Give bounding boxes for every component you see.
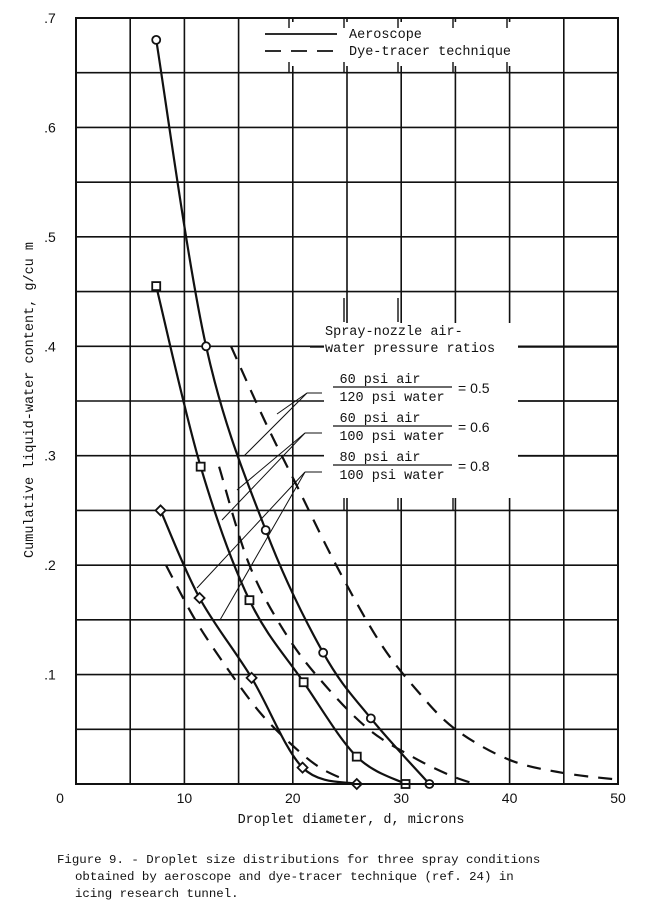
ratio-value: = 0.5 <box>458 380 490 396</box>
square-marker <box>244 595 255 606</box>
ratio-value: = 0.8 <box>458 458 490 474</box>
ratio-value: = 0.6 <box>458 419 490 435</box>
annotation-heading-line-2: water pressure ratios <box>325 342 495 357</box>
ratio-denominator: 120 psi water <box>339 391 444 406</box>
diamond-marker <box>154 504 167 517</box>
leader-lines <box>196 392 322 621</box>
square-marker <box>351 751 362 762</box>
caption-line-3: icing research tunnel. <box>75 887 239 901</box>
x-tick-label: 30 <box>393 790 409 806</box>
y-tick-label: .5 <box>44 229 56 245</box>
diamond-marker <box>245 671 258 685</box>
annotation-mask-rect <box>324 323 518 498</box>
legend-label: Aeroscope <box>349 28 422 43</box>
series-curve-5 <box>218 466 476 786</box>
legend: Aeroscope Dye-tracer technique <box>265 28 511 60</box>
y-tick-label: .7 <box>44 10 56 26</box>
series-curve-3 <box>159 509 358 786</box>
y-tick-label: .3 <box>44 448 56 464</box>
y-tick-label: .1 <box>44 667 56 683</box>
square-marker <box>298 677 309 688</box>
y-tick-label: .6 <box>44 119 56 135</box>
series-curve-6 <box>165 564 348 782</box>
circle-marker <box>151 34 162 45</box>
circle-marker <box>260 525 271 536</box>
caption-line-2: obtained by aeroscope and dye-tracer tec… <box>75 870 514 884</box>
caption-line-1: Figure 9. - Droplet size distributions f… <box>57 853 541 867</box>
ratio-numerator: 60 psi air <box>339 412 420 427</box>
circle-marker <box>318 647 329 658</box>
x-tick-label: 50 <box>610 790 626 806</box>
leader-line-3 <box>196 471 306 589</box>
figure-caption: Figure 9. - Droplet size distributions f… <box>57 852 656 903</box>
annotation-mask <box>262 18 618 510</box>
ratio-numerator: 60 psi air <box>339 373 420 388</box>
x-tick-label: 0 <box>56 790 64 806</box>
leader-line-2 <box>221 432 306 521</box>
legend-mask <box>262 22 558 66</box>
ratio-denominator: 100 psi water <box>339 430 444 445</box>
square-marker <box>151 281 162 292</box>
ratio-denominator: 100 psi water <box>339 469 444 484</box>
x-tick-label: 40 <box>502 790 518 806</box>
y-tick-label: .2 <box>44 557 56 573</box>
diamond-marker <box>296 761 309 774</box>
plot-frame <box>75 17 619 785</box>
circle-marker <box>365 713 376 724</box>
diamond-marker <box>193 591 206 605</box>
x-axis-label: Droplet diameter, d, microns <box>238 813 465 828</box>
axes: 0 10 20 30 40 50 .1 .2 .3 .4 .5 .6 .7 <box>44 10 626 806</box>
y-tick-label: .4 <box>44 338 56 354</box>
leader-line-3 <box>219 471 306 621</box>
leader-line-1 <box>243 392 308 457</box>
leader-line-1 <box>276 392 308 415</box>
x-tick-label: 10 <box>177 790 193 806</box>
series-curve-4 <box>230 345 619 781</box>
pressure-ratio-annotation: Spray-nozzle air-water pressure ratios 60… <box>325 325 495 484</box>
y-axis-label: Cumulative liquid-water content, g/cu m <box>23 242 38 558</box>
circle-marker <box>201 341 211 352</box>
annotation-heading-line-1: Spray-nozzle air- <box>325 325 463 340</box>
ratio-numerator: 80 psi air <box>339 451 420 466</box>
square-marker <box>195 461 206 472</box>
legend-label: Dye-tracer technique <box>349 45 511 60</box>
leader-line-2 <box>236 432 306 491</box>
x-tick-label: 20 <box>285 790 301 806</box>
